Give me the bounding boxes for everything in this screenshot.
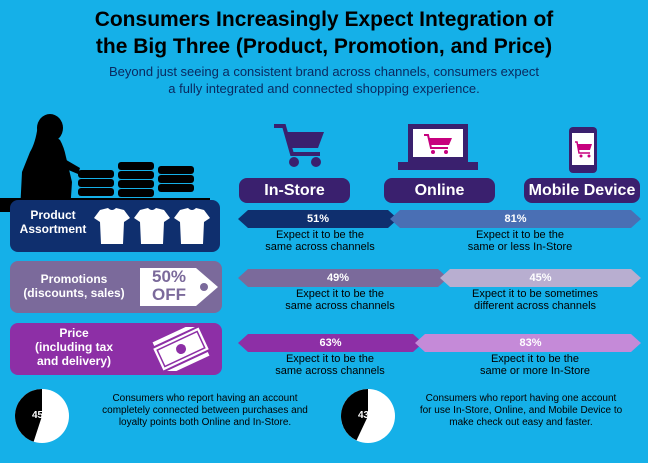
pie-43-label: 43% [357,410,378,421]
product-left-desc: Expect it to be the same across channels [265,229,375,253]
mobile-cart-icon [569,127,597,173]
money-icon [152,327,210,371]
row-promotions: Promotions (discounts, sales) 50% OFF [10,261,222,313]
note-account-connected: Consumers who report having an account c… [102,393,308,428]
page-title: Consumers Increasingly Expect Integratio… [0,6,648,60]
subtitle-line-1: Beyond just seeing a consistent brand ac… [109,64,539,79]
promotions-in-store-pct: 49% [326,272,350,284]
title-line-1: Consumers Increasingly Expect Integratio… [94,8,554,31]
badge-50-percent: 50% [151,267,187,286]
channel-online: Online [384,178,495,203]
promotions-arrow-bar [238,269,641,287]
price-online-pct: 83% [519,337,542,349]
channel-in-store: In-Store [239,178,350,203]
price-label: Price (including tax and delivery) [35,326,113,368]
price-arrow-bar [238,334,641,352]
pie-chart-43 [340,389,395,443]
promotions-online-pct: 45% [529,272,552,284]
price-right-desc: Expect it to be the same or more In-Stor… [479,353,591,377]
woman-shopper-icon [0,114,210,212]
price-in-store-pct: 63% [319,337,342,349]
channel-mobile-device: Mobile Device [524,178,640,203]
promotions-label: Promotions (discounts, sales) [23,272,125,300]
laptop-cart-icon [398,124,478,170]
price-tag-icon [140,268,218,306]
price-left-desc: Expect it to be the same across channels [275,353,385,377]
product-right-desc: Expect it to be the same or less In-Stor… [467,229,573,253]
title-line-2: the Big Three (Product, Promotion, and P… [95,35,553,58]
row-product-assortment: Product Assortment [10,200,220,252]
product-arrow-bar [238,210,641,228]
subtitle-line-2: a fully integrated and connected shoppin… [168,81,480,96]
promotions-right-desc: Expect it to be sometimes different acro… [472,288,598,312]
row-price: Price (including tax and delivery) [10,323,222,375]
note-one-account: Consumers who report having one account … [419,393,623,428]
pie-45-label: 45% [31,410,52,421]
promotions-left-desc: Expect it to be the same across channels [285,288,395,312]
product-in-store-pct: 51% [306,213,330,225]
badge-off: OFF [152,285,186,304]
pie-chart-45 [14,389,69,443]
tshirt-icon [94,208,210,244]
product-assortment-label: Product Assortment [19,208,87,236]
product-online-pct: 81% [504,213,527,225]
shopping-cart-icon [274,124,324,167]
subtitle: Beyond just seeing a consistent brand ac… [0,63,648,97]
